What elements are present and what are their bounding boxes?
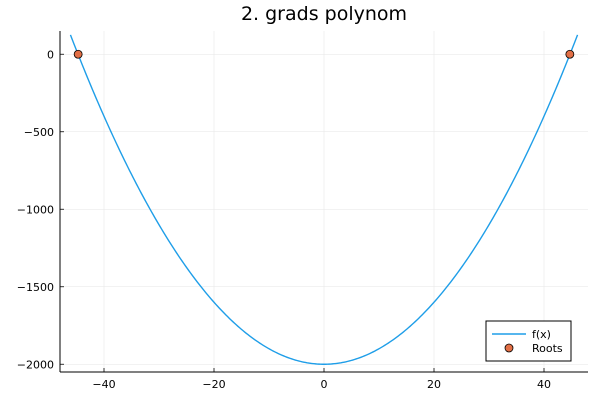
root-point [73,49,83,59]
y-tick-label: −2000 [17,358,54,371]
chart-title: 2. grads polynom [241,3,407,25]
y-tick-label: −1000 [17,203,54,216]
axes [59,31,588,373]
y-tick-label: 0 [47,48,54,61]
x-tick-label: −40 [92,378,115,391]
legend-swatch-roots [504,343,514,353]
series-line-fx [69,34,579,365]
series-layer [69,34,579,365]
grid-lines [60,31,588,372]
legend-box [485,320,572,362]
y-tick-label: −1500 [17,281,54,294]
legend: f(x) Roots [485,320,572,362]
x-tick-label: −20 [202,378,225,391]
legend-label-fx: f(x) [532,328,551,341]
x-tick-label: 0 [321,378,328,391]
x-tick-label: 40 [537,378,551,391]
root-point [565,49,575,59]
tick-labels: −40 −20 0 20 40 0 −500 −1000 −1500 −2000 [17,48,551,391]
legend-label-roots: Roots [532,342,563,355]
y-tick-label: −500 [24,126,54,139]
x-tick-label: 20 [427,378,441,391]
